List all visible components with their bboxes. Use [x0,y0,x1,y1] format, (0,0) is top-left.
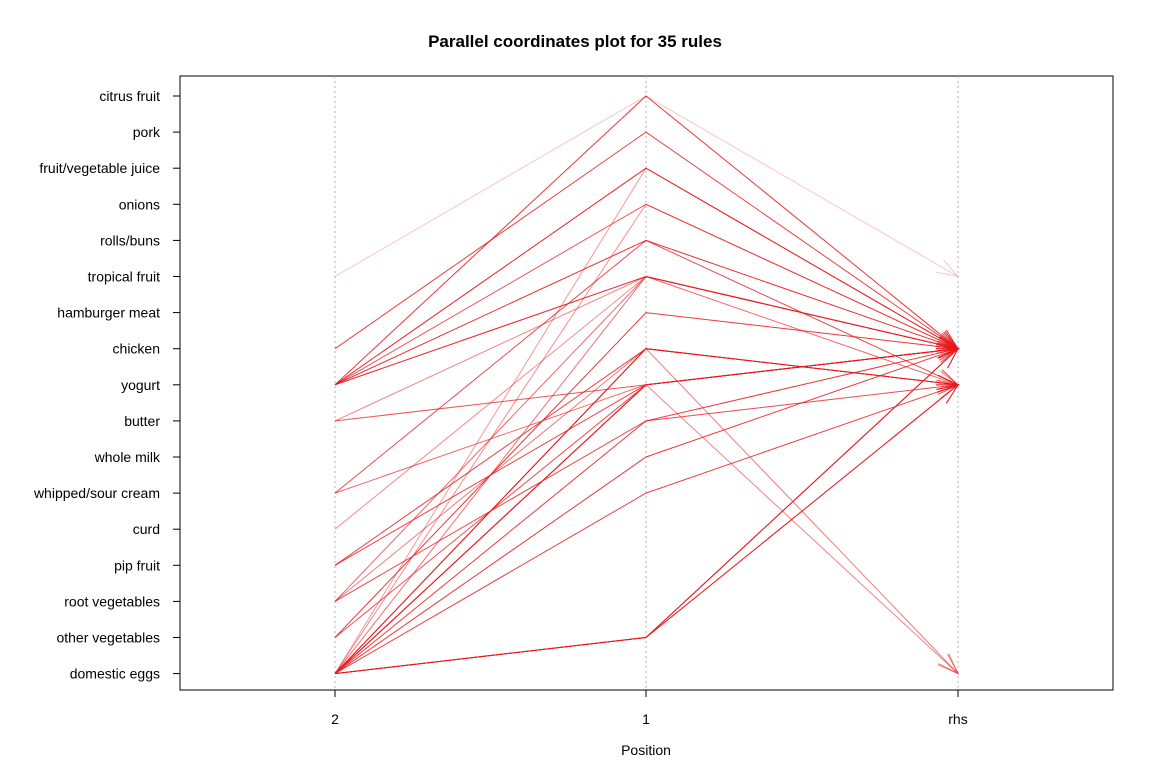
y-tick-label: yogurt [121,377,160,393]
y-axis: citrus fruit pork fruit/vegetable juice oni… [33,88,180,682]
y-tick-label: whole milk [94,449,161,465]
grid-lines [334,76,959,690]
rule-line [334,167,960,674]
y-tick-label: fruit/vegetable juice [39,160,160,176]
rule-path [334,167,959,386]
rule-path [334,131,959,350]
rule-arrowhead [937,653,960,675]
y-tick-label: pip fruit [114,557,160,573]
rule-path [334,384,959,674]
y-tick-label: hamburger meat [57,305,160,321]
x-tick-label: 2 [331,711,339,727]
rule-path [334,95,959,386]
y-tick-label: onions [119,196,160,212]
y-tick-label: citrus fruit [99,88,160,104]
rule-lines [334,95,960,675]
rule-line [334,343,960,674]
x-axis: 2 1 rhs [331,690,968,727]
rule-line [334,383,960,675]
x-tick-label: 1 [642,711,650,727]
rule-arrowhead [936,333,960,350]
rule-path [334,348,959,638]
x-tick-label: rhs [948,711,967,727]
x-axis-label: Position [621,742,671,758]
y-tick-label: root vegetables [64,593,160,609]
rule-path [334,167,959,674]
rule-arrowhead [937,383,960,404]
rule-path [334,348,959,674]
y-tick-label: chicken [113,341,160,357]
rule-line [334,343,960,638]
rule-arrowhead [936,343,960,359]
rule-line [334,384,960,675]
chart-title: Parallel coordinates plot for 35 rules [428,32,722,51]
y-tick-label: whipped/sour cream [33,485,160,501]
y-tick-label: rolls/buns [100,232,160,248]
rule-path [334,384,959,602]
rule-arrowhead [936,331,960,350]
y-tick-label: other vegetables [56,630,160,646]
rule-path [334,312,959,638]
rule-arrowhead [936,259,960,278]
rule-line [334,343,960,674]
rule-path [334,384,959,675]
rule-path [334,203,959,386]
rule-path [334,348,959,675]
y-tick-label: butter [124,413,160,429]
y-tick-label: domestic eggs [70,666,160,682]
rule-line [334,383,960,675]
rule-path [334,384,959,675]
rule-line [334,379,960,602]
rule-path [334,203,959,674]
rule-line [334,203,960,674]
y-tick-label: pork [133,124,161,140]
y-tick-label: tropical fruit [88,269,160,285]
y-tick-label: curd [133,521,160,537]
rule-path [334,384,959,675]
rule-line [334,384,960,675]
